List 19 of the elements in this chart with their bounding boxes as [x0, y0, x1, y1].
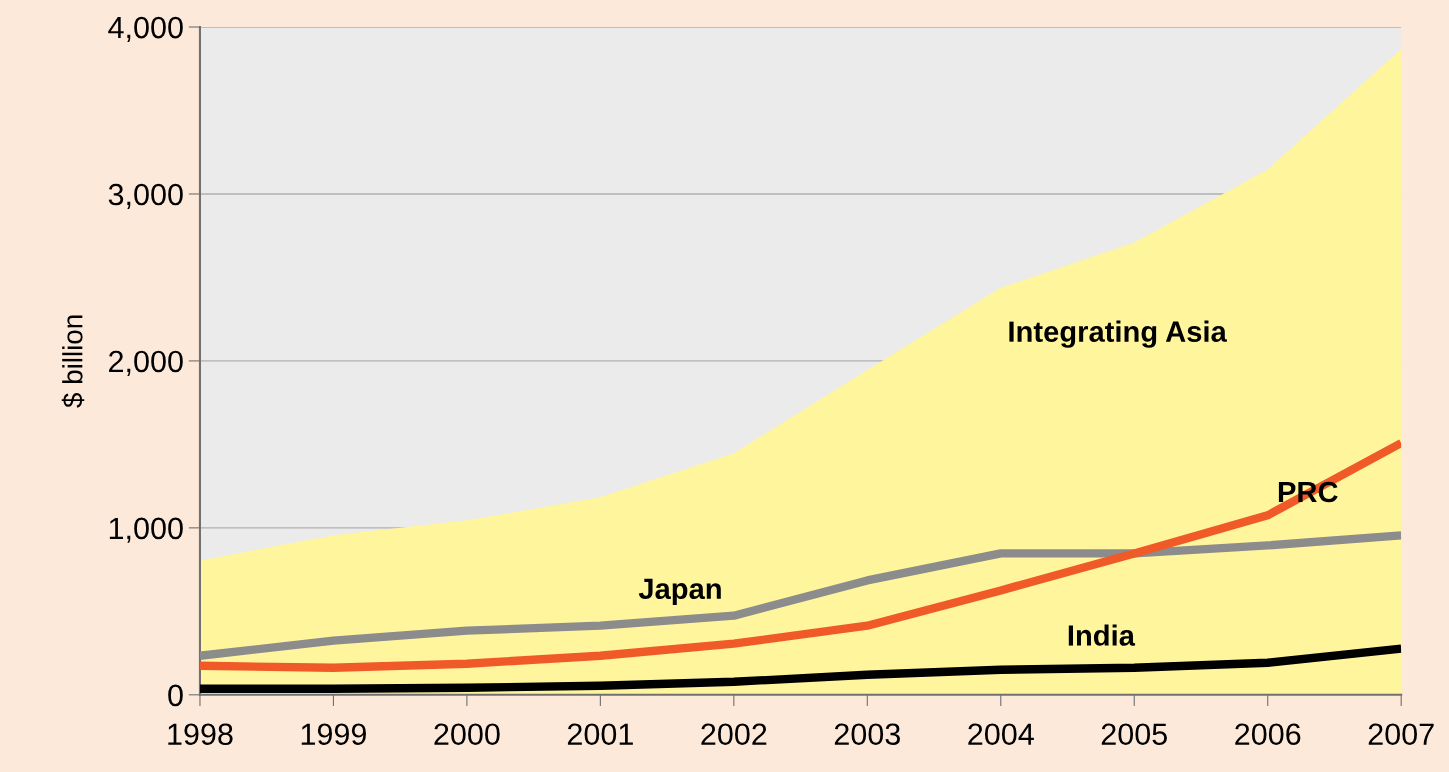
y-tick-label: 1,000: [109, 517, 183, 543]
series-label: India: [1068, 624, 1136, 646]
y-axis-title: $ billion: [61, 315, 85, 408]
x-tick-label: 1999: [301, 723, 366, 746]
x-tick-label: 2003: [834, 723, 900, 746]
x-tick-label: 1998: [168, 723, 233, 746]
y-tick-label: 3,000: [108, 183, 183, 209]
series-label: Japan: [638, 578, 721, 605]
y-tick-label: 4,000: [108, 16, 183, 42]
x-tick-label: 2007: [1368, 723, 1434, 746]
x-tick-label: 2001: [567, 723, 633, 746]
x-tick-label: 2000: [434, 723, 500, 746]
x-tick-label: 2004: [968, 723, 1034, 746]
y-tick-label: 0: [168, 684, 183, 707]
x-tick-label: 2006: [1235, 723, 1301, 746]
series-label: Integrating Asia: [1009, 320, 1227, 348]
x-tick-label: 2002: [701, 723, 767, 746]
x-tick-label: 2005: [1101, 723, 1167, 746]
y-tick-label: 2,000: [109, 350, 183, 376]
